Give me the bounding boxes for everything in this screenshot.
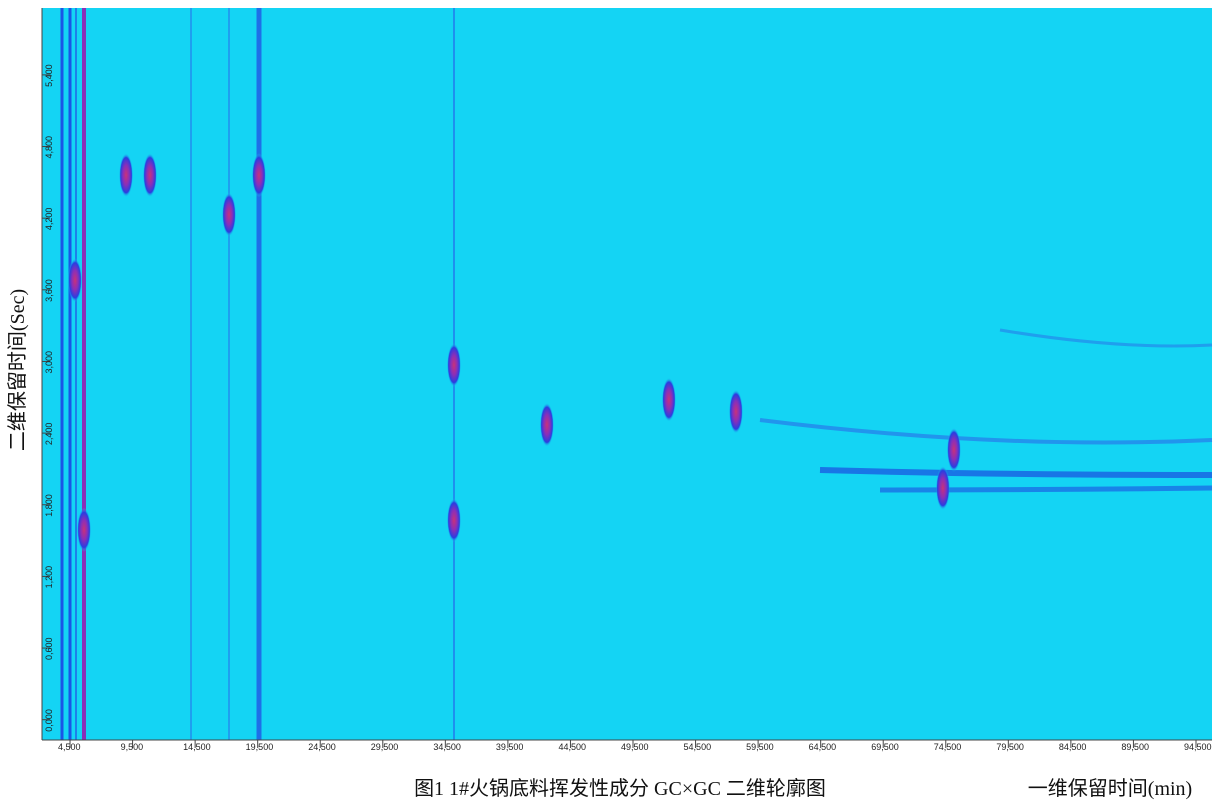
x-tick-label: 4,500 <box>58 742 81 752</box>
peak <box>540 403 554 447</box>
peak <box>77 508 91 552</box>
x-tick-label: 24,500 <box>308 742 336 752</box>
x-tick-label: 79,500 <box>996 742 1024 752</box>
x-tick-label: 14,500 <box>183 742 211 752</box>
peak <box>143 153 157 197</box>
peak <box>68 258 82 302</box>
y-tick-label: 4,200 <box>44 208 54 231</box>
peak <box>222 193 236 237</box>
x-tick-label: 9,500 <box>121 742 144 752</box>
peak <box>119 153 133 197</box>
peak <box>447 343 461 387</box>
peak <box>252 153 266 197</box>
y-tick-label: 3,000 <box>44 351 54 374</box>
y-tick-label: 2,400 <box>44 423 54 446</box>
peak <box>662 378 676 422</box>
y-tick-label: 1,800 <box>44 494 54 517</box>
x-tick-label: 59,500 <box>746 742 774 752</box>
x-axis-title: 一维保留时间(min) <box>1028 777 1192 800</box>
x-tick-label: 94,500 <box>1184 742 1212 752</box>
y-tick-label: 4,800 <box>44 136 54 159</box>
x-tick-label: 39,500 <box>496 742 524 752</box>
x-tick-label: 34,500 <box>433 742 461 752</box>
x-tick-label: 74,500 <box>934 742 962 752</box>
x-tick-label: 19,500 <box>246 742 274 752</box>
chart: 图1 1#火锅底料挥发性成分 GC×GC 二维轮廓图 一维保留时间(min) 二… <box>0 0 1220 808</box>
x-tick-label: 29,500 <box>371 742 399 752</box>
y-tick-label: 5,400 <box>44 64 54 87</box>
peak <box>729 390 743 434</box>
x-tick-label: 84,500 <box>1059 742 1087 752</box>
peak <box>447 498 461 542</box>
y-tick-label: 0,000 <box>44 709 54 732</box>
peak <box>947 428 961 472</box>
x-tick-label: 44,500 <box>558 742 586 752</box>
y-tick-label: 0,600 <box>44 638 54 661</box>
x-tick-label: 49,500 <box>621 742 649 752</box>
y-tick-label: 3,600 <box>44 279 54 302</box>
y-tick-label: 1,200 <box>44 566 54 589</box>
peak <box>936 466 950 510</box>
plot-area <box>42 8 1212 740</box>
y-axis-title: 二维保留时间(Sec) <box>6 289 29 451</box>
x-tick-label: 54,500 <box>684 742 712 752</box>
x-tick-label: 89,500 <box>1121 742 1149 752</box>
x-tick-label: 64,500 <box>809 742 837 752</box>
chart-title: 图1 1#火锅底料挥发性成分 GC×GC 二维轮廓图 <box>414 777 826 800</box>
x-tick-label: 69,500 <box>871 742 899 752</box>
